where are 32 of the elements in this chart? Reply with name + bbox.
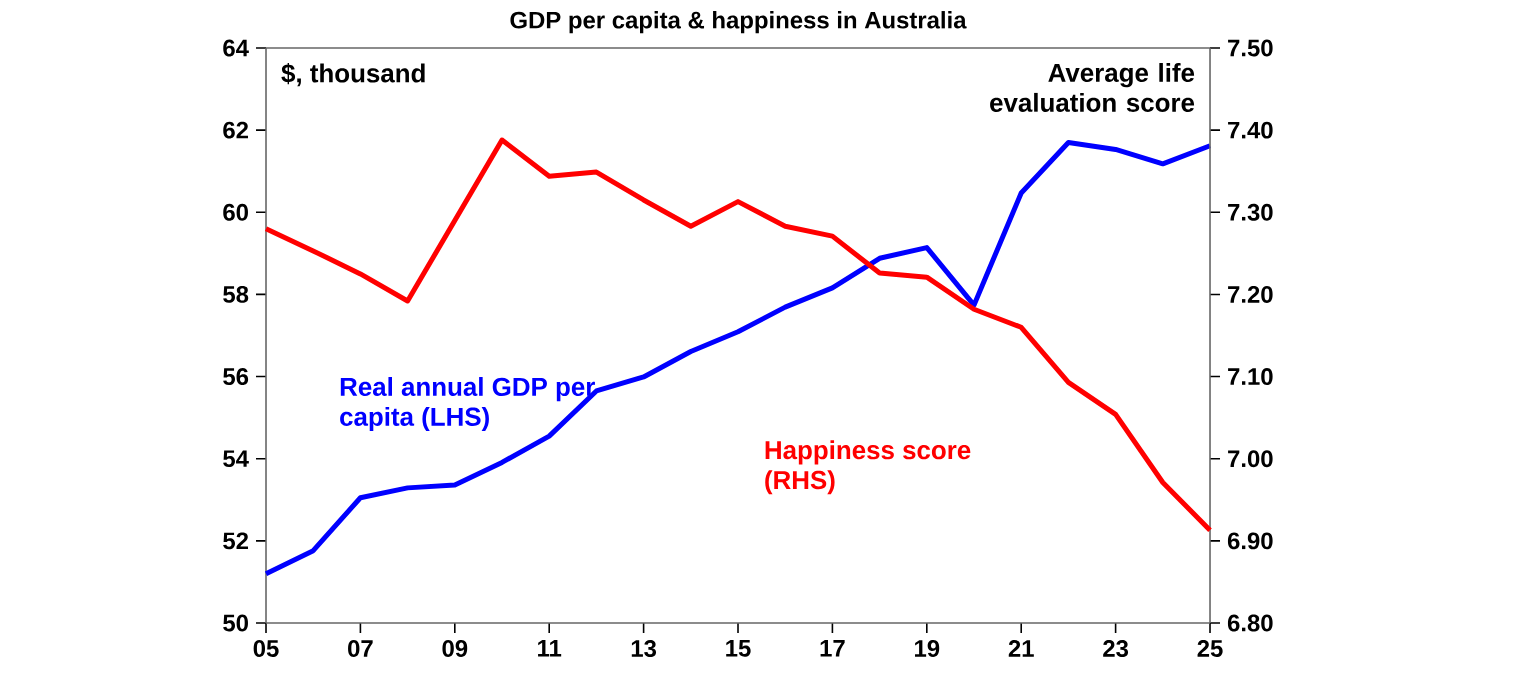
series-label: Real annual GDP per capita (LHS)	[340, 377, 595, 432]
y-tick-label: 64	[223, 39, 249, 57]
y-tick-label: 52	[223, 532, 249, 550]
y-tick-label: 58	[223, 285, 249, 303]
x-tick-label: 25	[1197, 640, 1223, 657]
x-tick-label: 07	[348, 640, 373, 657]
y2-tick-label: 6.90	[1227, 532, 1273, 550]
y-tick-label: 62	[223, 121, 249, 139]
x-tick-label: 21	[1008, 640, 1034, 657]
y-tick-label: 56	[223, 368, 249, 386]
y2-axis-title: Average life evaluation score	[990, 63, 1195, 112]
x-tick-label: 15	[726, 640, 751, 657]
y2-tick-label: 7.30	[1228, 203, 1273, 221]
y-axis-title: $, thousand	[281, 63, 425, 87]
y2-tick-label: 7.20	[1228, 285, 1273, 303]
text: Happiness score (RHS)	[765, 440, 971, 495]
chart-title: GDP per capita & happiness in Australia	[510, 11, 967, 34]
x-tick-label: 17	[820, 640, 845, 657]
x-tick-label: 19	[915, 640, 940, 657]
x-tick-label: 05	[253, 640, 279, 657]
y2-tick-label: 7.50	[1228, 39, 1273, 57]
y2-tick-label: 6.80	[1227, 614, 1273, 632]
y-tick-label: 60	[223, 203, 248, 221]
y-tick-label: 54	[223, 450, 249, 468]
y2-tick-label: 7.00	[1228, 450, 1273, 468]
y2-tick-label: 7.10	[1228, 368, 1273, 386]
y2-tick-label: 7.40	[1228, 121, 1273, 139]
x-tick-label: 13	[631, 640, 657, 658]
y-tick-label: 50	[223, 614, 248, 632]
x-tick-label: 23	[1103, 640, 1129, 658]
x-tick-label: 09	[442, 640, 468, 657]
x-tick-label: 11	[538, 640, 562, 657]
